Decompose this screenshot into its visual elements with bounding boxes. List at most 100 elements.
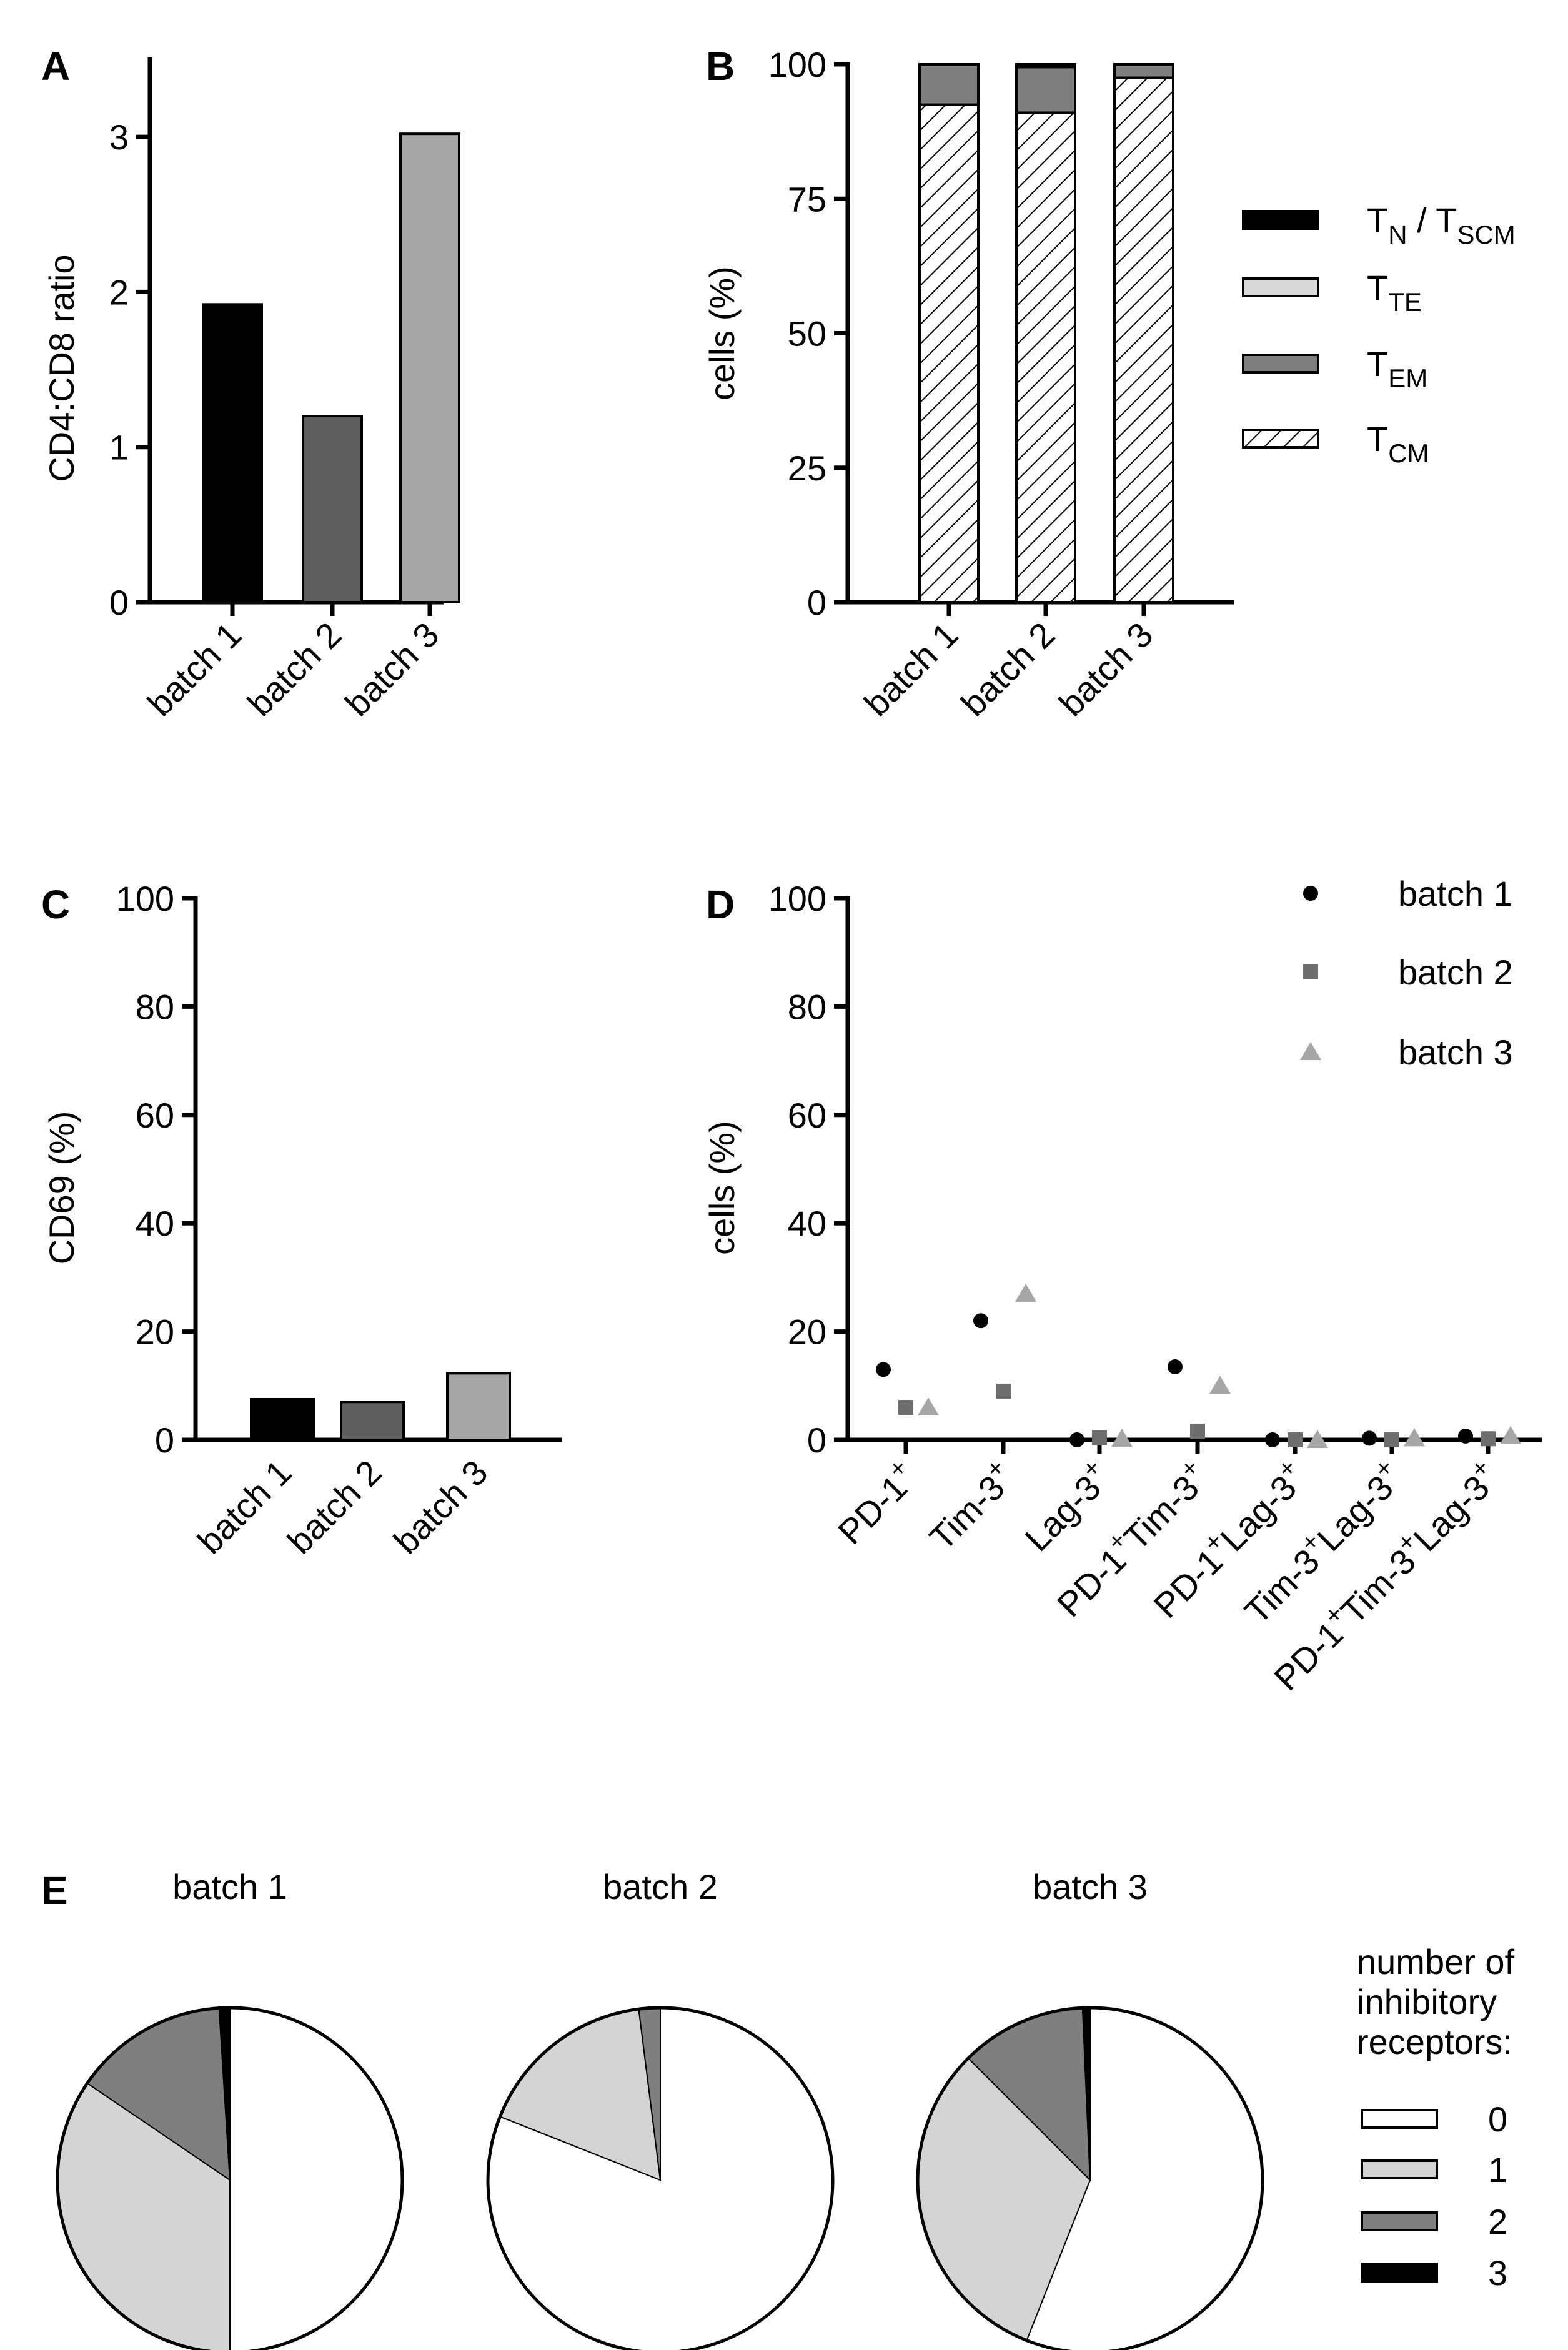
legend-swatch <box>1242 354 1319 374</box>
legend-marker-circle <box>1303 886 1318 901</box>
legend-label: TN / TSCM <box>1367 201 1516 249</box>
point-batch-3 <box>1404 1428 1425 1447</box>
point-batch-1 <box>1362 1430 1377 1446</box>
legend-label: TEM <box>1367 344 1427 393</box>
legend-swatch <box>1242 429 1319 449</box>
legend-title-line: receptors: <box>1357 2022 1512 2061</box>
point-batch-3 <box>1111 1429 1133 1447</box>
point-batch-3 <box>1209 1376 1231 1394</box>
legend-label-sub2: SCM <box>1457 220 1515 249</box>
y-tick-label: 100 <box>768 879 826 918</box>
bar-segment-t-cm <box>918 103 980 603</box>
bar-batch-1 <box>250 1397 315 1442</box>
legend-label: batch 3 <box>1398 1033 1513 1072</box>
point-batch-3 <box>1500 1425 1521 1444</box>
point-batch-3 <box>1307 1430 1328 1448</box>
pie-outline <box>916 2006 1264 2350</box>
bar-segment-t-cm <box>1113 76 1174 603</box>
bar-batch-2 <box>302 415 363 603</box>
panel-letter: B <box>706 44 735 89</box>
legend-label-sub: N <box>1388 220 1407 249</box>
legend-d: batch 1 batch 2 batch 3 <box>1300 874 1513 1072</box>
point-batch-1 <box>1458 1428 1473 1444</box>
point-batch-3 <box>1015 1283 1036 1302</box>
point-batch-1 <box>1069 1432 1084 1447</box>
legend-label: 0 <box>1488 2100 1507 2139</box>
bar-batch-2 <box>340 1401 405 1442</box>
point-batch-2 <box>898 1399 913 1415</box>
legend-label: TTE <box>1367 268 1422 317</box>
y-tick-label: 2 <box>109 272 129 312</box>
x-tick-label: batch 3 <box>337 615 446 723</box>
y-tick-label: 40 <box>136 1204 174 1243</box>
panel-letter: C <box>41 882 70 927</box>
pie-title: batch 3 <box>1033 1867 1148 1906</box>
y-tick-label: 50 <box>788 314 826 354</box>
y-tick-label: 0 <box>155 1420 174 1460</box>
legend-label-mid: / T <box>1407 201 1457 240</box>
x-tick-label: batch 3 <box>386 1452 495 1561</box>
x-tick-label: batch 1 <box>140 615 249 723</box>
bar-segment-t-te <box>1015 63 1076 69</box>
y-tick-label: 75 <box>788 179 826 219</box>
bar-batch-3 <box>446 1372 511 1441</box>
point-batch-2 <box>1384 1432 1399 1447</box>
bar-batch-3 <box>399 132 460 604</box>
x-tick-label: batch 1 <box>190 1452 299 1561</box>
y-tick-label: 3 <box>109 117 129 157</box>
y-tick-label: 80 <box>136 987 174 1026</box>
y-axis-title: cells (%) <box>702 266 742 400</box>
point-batch-2 <box>1288 1432 1303 1447</box>
legend-marker-square <box>1303 964 1318 979</box>
legend-label-sub: CM <box>1388 439 1429 468</box>
y-tick-label: 80 <box>788 987 826 1026</box>
pie-title: batch 1 <box>172 1867 287 1906</box>
y-tick-label: 0 <box>109 583 129 622</box>
pie-title: batch 2 <box>603 1867 718 1906</box>
legend-title-line: inhibitory <box>1357 1982 1497 2021</box>
legend-label-main: T <box>1367 419 1388 459</box>
legend-title-line: number of <box>1357 1942 1515 1981</box>
x-tick-label: Tim-3+ <box>918 1454 1022 1557</box>
legend-label: 1 <box>1488 2150 1507 2189</box>
point-batch-2 <box>1481 1431 1496 1447</box>
y-tick-label: 0 <box>807 1420 826 1460</box>
x-tick-label: batch 2 <box>240 615 349 723</box>
legend-swatch <box>1361 2109 1438 2129</box>
y-tick-label: 60 <box>788 1096 826 1135</box>
y-tick-label: 40 <box>788 1204 826 1243</box>
panel-letter: A <box>41 44 70 89</box>
legend-label-sub: TE <box>1388 287 1422 317</box>
y-axis-title: CD69 (%) <box>42 1111 81 1265</box>
x-tick-label: PD-1+ <box>827 1454 925 1552</box>
point-batch-2 <box>996 1383 1011 1399</box>
legend-label-main: T <box>1367 344 1388 384</box>
bar-segment-t-em <box>1015 66 1076 114</box>
pie-slice-0 <box>229 2006 403 2350</box>
point-batch-1 <box>1168 1359 1183 1374</box>
legend-swatch <box>1361 2263 1438 2283</box>
point-batch-2 <box>1092 1430 1107 1445</box>
panel-letter: D <box>706 882 735 927</box>
legend-label: batch 1 <box>1398 874 1513 913</box>
legend-label-main: T <box>1367 201 1388 240</box>
legend-label: TCM <box>1367 419 1429 468</box>
legend-label: batch 2 <box>1398 953 1513 992</box>
bar-batch-1 <box>202 303 263 603</box>
y-tick-label: 60 <box>136 1096 174 1135</box>
legend-label: 3 <box>1488 2253 1507 2293</box>
y-tick-label: 0 <box>807 583 826 622</box>
legend-swatch <box>1361 2159 1438 2179</box>
point-batch-1 <box>1265 1432 1280 1447</box>
legend-label-main: T <box>1367 268 1388 307</box>
y-tick-label: 1 <box>109 428 129 467</box>
panel-letter: E <box>41 1868 68 1913</box>
y-tick-label: 20 <box>788 1312 826 1352</box>
